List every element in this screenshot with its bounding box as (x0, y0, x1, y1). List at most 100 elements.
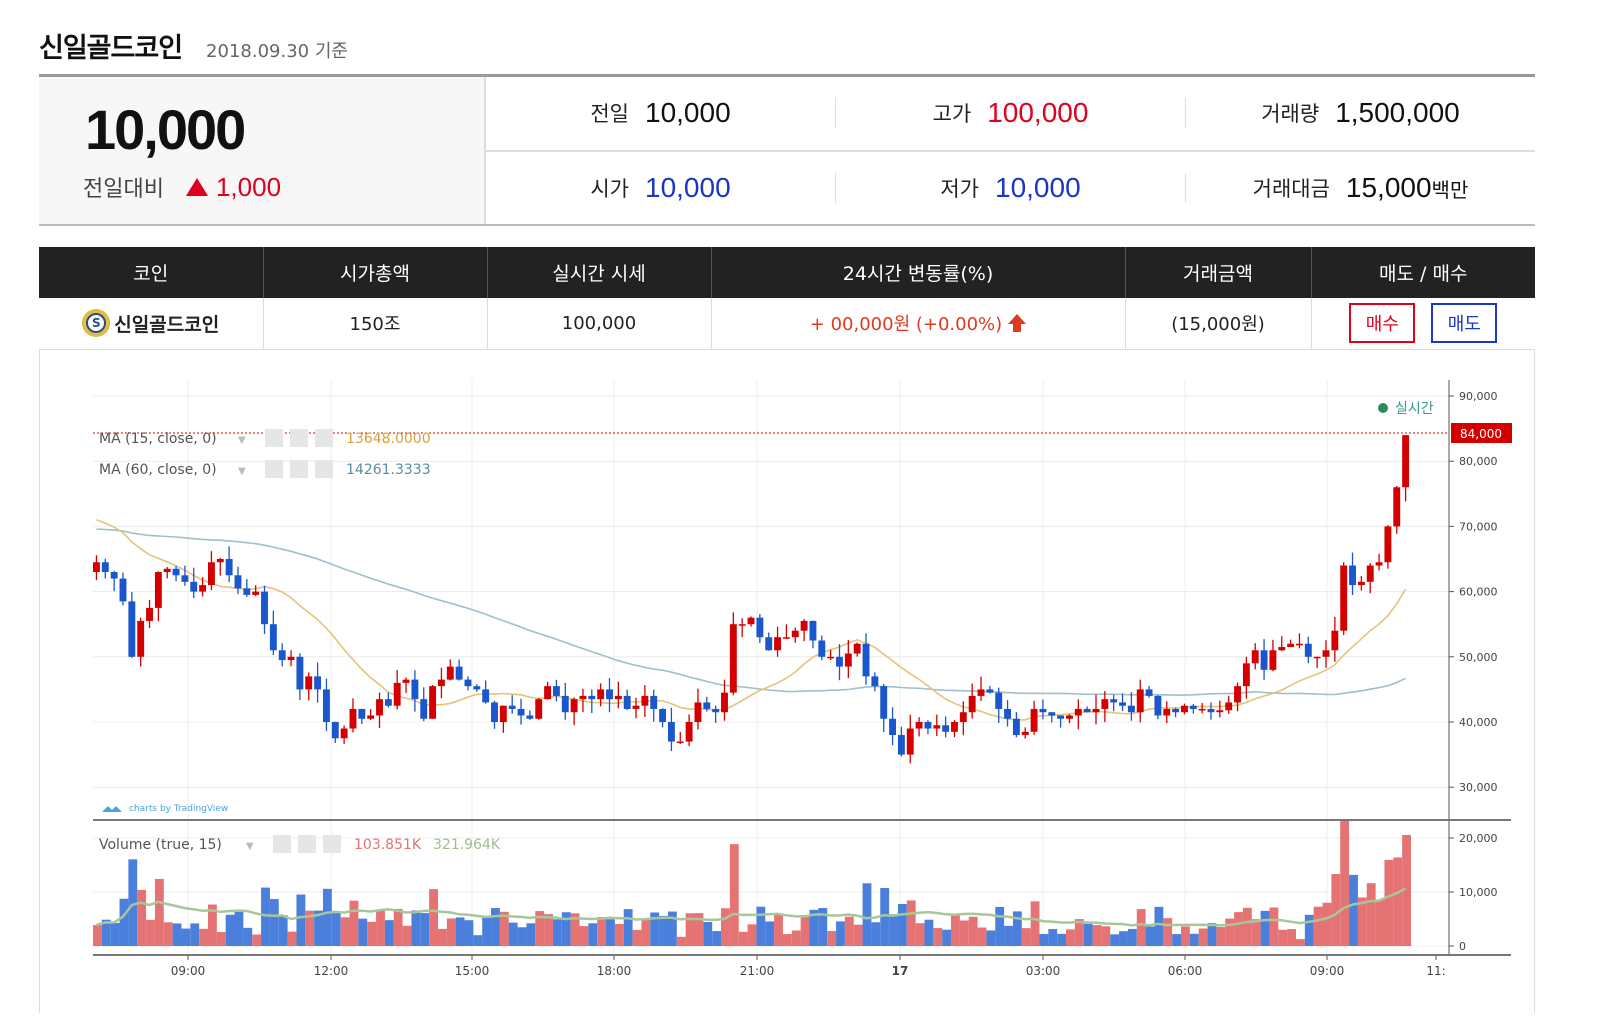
coin-table: 코인 시가총액 실시간 시세 24시간 변동률(%) 거래금액 매도 / 매수 … (39, 247, 1535, 350)
svg-text:17: 17 (892, 964, 909, 978)
table-row: S 신일골드코인 150조 100,000 + 00,000원 (+0.00%)… (39, 298, 1536, 350)
change-24h-wrap: + 00,000원 (+0.00%) (712, 310, 1125, 336)
coin-name-link[interactable]: S 신일골드코인 (39, 309, 263, 338)
cell-realtime-price: 100,000 (487, 298, 712, 350)
stat-high: 고가 100,000 (836, 97, 1186, 129)
price-chart[interactable]: 90,000 80,000 70,000 60,000 50,000 40,000 30,0… (39, 349, 1535, 1013)
chart-legend: MA (15, close, 0) ▼ 13648.0000 MA (60, c… (99, 401, 1512, 853)
stat-value: 10,000 (995, 171, 1081, 203)
svg-text:20,000: 20,000 (1459, 832, 1498, 845)
trade-buttons: 매수 매도 (1312, 303, 1536, 344)
svg-text:30,000: 30,000 (1459, 781, 1498, 794)
tradingview-watermark[interactable]: charts by TradingView (129, 804, 228, 814)
change-label: 전일대비 (83, 177, 164, 202)
page-title: 신일골드코인 (39, 33, 183, 64)
coin-logo-glyph: S (86, 313, 107, 334)
eye-icon[interactable] (273, 835, 291, 853)
sell-button[interactable]: 매도 (1431, 303, 1498, 344)
svg-text:60,000: 60,000 (1459, 586, 1498, 599)
volume-legend-value2: 321.964K (433, 837, 501, 853)
change-value: 1,000 (215, 171, 282, 202)
stat-label: 거래량 (1261, 102, 1320, 127)
volume-legend-value1: 103.851K (354, 837, 422, 853)
close-icon[interactable] (323, 835, 341, 853)
current-price: 10,000 (85, 98, 246, 161)
stat-trade-value: 거래대금 15,000백만 (1186, 172, 1535, 204)
header-trade-amount: 거래금액 (1125, 247, 1312, 298)
change-row: 전일대비 1,000 (83, 171, 281, 203)
header-coin: 코인 (39, 247, 264, 298)
svg-text:11:: 11: (1426, 964, 1445, 978)
stat-value: 10,000 (645, 97, 731, 129)
chevron-down-icon[interactable]: ▼ (246, 841, 254, 852)
stat-label: 시가 (590, 176, 629, 201)
eye-icon[interactable] (265, 460, 283, 478)
svg-text:12:00: 12:00 (314, 964, 349, 978)
cell-market-cap: 150조 (263, 298, 488, 350)
change-24h: + 00,000원 (+0.00%) (809, 314, 1003, 336)
close-icon[interactable] (315, 460, 333, 478)
stat-label: 전일 (590, 102, 629, 127)
stats-row-2: 시가 10,000 저가 10,000 거래대금 15,000백만 (486, 152, 1535, 225)
coin-logo-icon: S (82, 309, 111, 338)
svg-text:10,000: 10,000 (1459, 886, 1498, 899)
stats-row-1: 전일 10,000 고가 100,000 거래량 1,500,000 (486, 77, 1535, 152)
stat-value: 1,500,000 (1335, 97, 1460, 129)
stats-grid: 전일 10,000 고가 100,000 거래량 1,500,000 시가 10… (486, 77, 1535, 224)
stat-value-wrap: 15,000백만 (1346, 172, 1468, 204)
arrow-up-icon (1008, 314, 1027, 333)
stat-low: 저가 10,000 (836, 171, 1186, 203)
stat-prev-close: 전일 10,000 (486, 97, 836, 129)
ma60-legend-name: MA (60, close, 0) (99, 462, 217, 478)
stat-volume: 거래량 1,500,000 (1186, 97, 1535, 129)
change-value-wrap: 1,000 (185, 171, 282, 203)
eye-icon[interactable] (265, 429, 283, 447)
stat-value: 10,000 (645, 171, 731, 203)
gear-icon[interactable] (290, 429, 308, 447)
gear-icon[interactable] (290, 460, 308, 478)
ma60-line (96, 528, 1406, 696)
coin-name: 신일골드코인 (114, 313, 220, 336)
volume-legend-name: Volume (true, 15) (99, 837, 222, 853)
last-price-badge (1451, 423, 1512, 443)
header-trade: 매도 / 매수 (1311, 247, 1535, 298)
stat-label: 저가 (940, 176, 979, 201)
stat-label: 고가 (932, 102, 972, 127)
svg-text:03:00: 03:00 (1026, 964, 1061, 978)
tradingview-logo-icon (102, 806, 122, 812)
as-of-date: 2018.09.30 기준 (206, 41, 348, 62)
ma15-legend-value: 13648.0000 (346, 431, 431, 447)
stat-open: 시가 10,000 (486, 171, 836, 203)
header-market-cap: 시가총액 (263, 247, 488, 298)
svg-text:06:00: 06:00 (1168, 964, 1203, 978)
chevron-down-icon[interactable]: ▼ (238, 435, 246, 446)
current-price-box: 10,000 전일대비 1,000 (39, 77, 486, 224)
cell-trade-buttons: 매수 매도 (1311, 298, 1536, 350)
chart-axes: 90,000 80,000 70,000 60,000 50,000 40,000 30,0… (93, 380, 1511, 978)
svg-text:09:00: 09:00 (171, 964, 206, 978)
buy-button[interactable]: 매수 (1349, 303, 1416, 344)
volume-bars (93, 820, 1411, 946)
chevron-down-icon[interactable]: ▼ (238, 466, 246, 477)
chart-canvas[interactable]: 90,000 80,000 70,000 60,000 50,000 40,000 30,0… (40, 349, 1536, 1013)
cell-trade-amount: (15,000원) (1125, 298, 1312, 350)
ma15-legend-name: MA (15, close, 0) (99, 431, 217, 447)
stat-value: 15,000 (1345, 171, 1432, 203)
triangle-up-icon (185, 178, 208, 196)
cell-coin: S 신일골드코인 (39, 298, 264, 350)
gear-icon[interactable] (298, 835, 316, 853)
realtime-label: 실시간 (1395, 401, 1434, 417)
svg-text:0: 0 (1459, 940, 1466, 953)
header-realtime-price: 실시간 시세 (487, 247, 712, 298)
svg-text:40,000: 40,000 (1459, 716, 1498, 729)
price-summary: 10,000 전일대비 1,000 전일 10,000 고가 100,000 거… (39, 74, 1535, 226)
stat-value: 100,000 (987, 97, 1089, 129)
close-icon[interactable] (315, 429, 333, 447)
svg-text:80,000: 80,000 (1459, 455, 1498, 468)
table-header-row: 코인 시가총액 실시간 시세 24시간 변동률(%) 거래금액 매도 / 매수 (39, 247, 1535, 298)
stat-label: 거래대금 (1252, 176, 1330, 201)
stat-unit: 백만 (1431, 179, 1469, 202)
header-24h-change: 24시간 변동률(%) (711, 247, 1126, 298)
svg-text:18:00: 18:00 (597, 964, 632, 978)
svg-text:70,000: 70,000 (1459, 520, 1498, 533)
